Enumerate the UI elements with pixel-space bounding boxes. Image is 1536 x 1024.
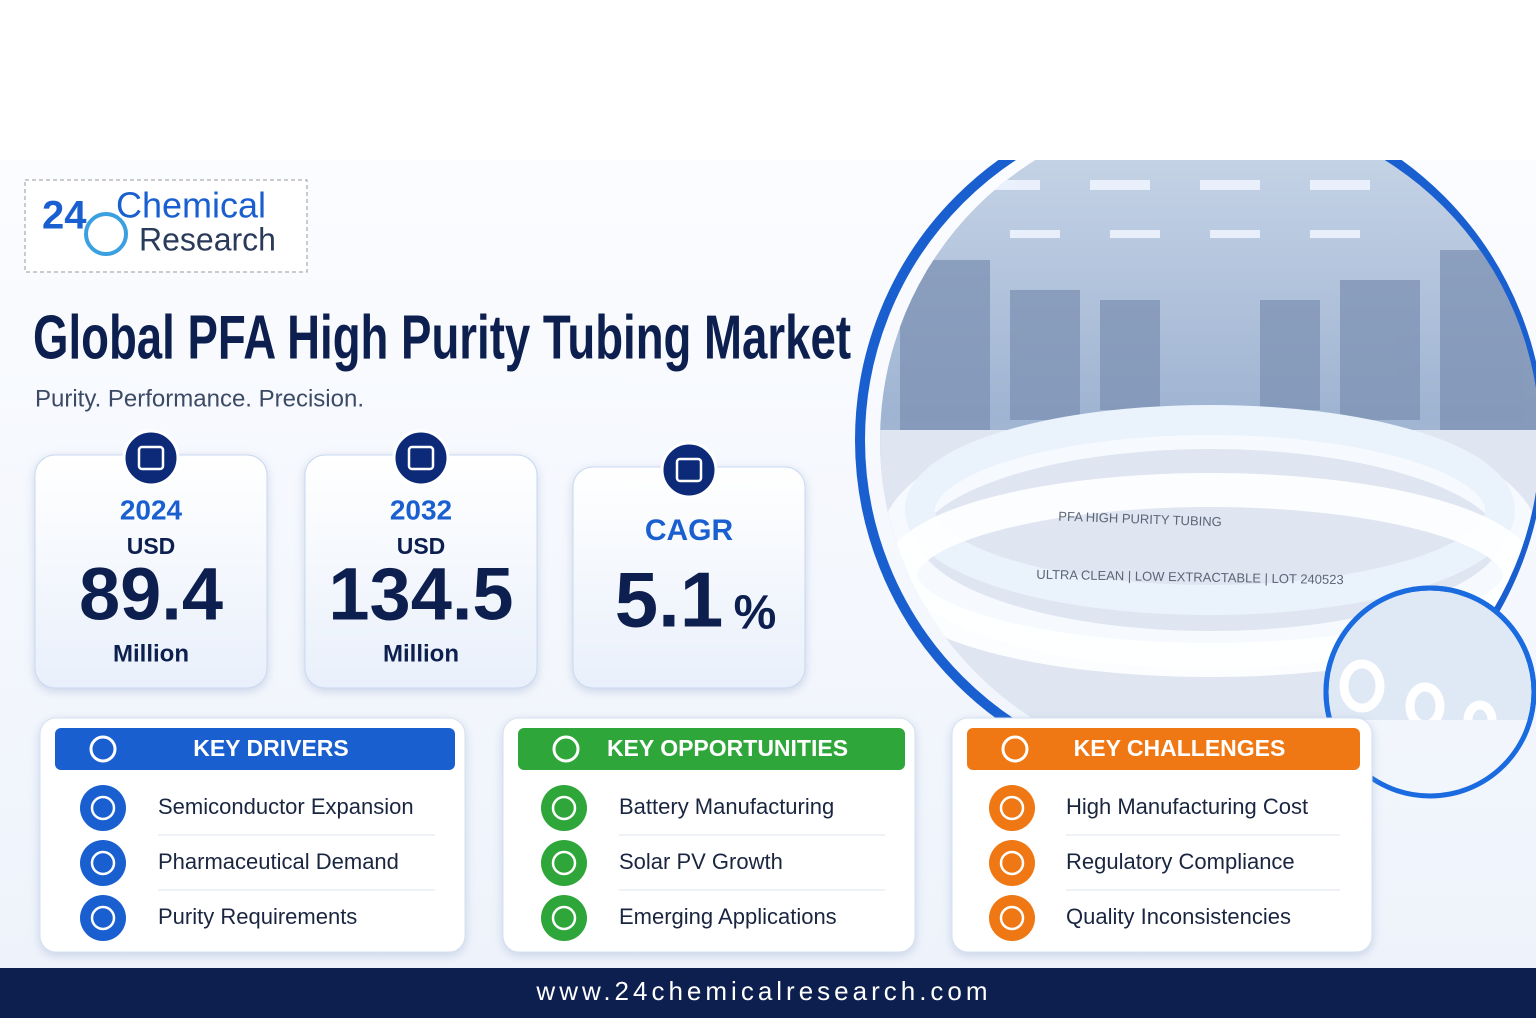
- stat-value: 89.4: [79, 553, 223, 636]
- item-icon-glyph: [551, 850, 577, 876]
- stat-unit: USD: [127, 533, 176, 559]
- stat-scale: Million: [383, 640, 459, 667]
- stat-scale: Million: [113, 640, 189, 667]
- item-icon-glyph: [90, 795, 116, 821]
- stat-unit: USD: [397, 533, 446, 559]
- item-text: Emerging Applications: [619, 904, 837, 929]
- logo-box: [24, 179, 308, 273]
- panel-title: KEY CHALLENGES: [1074, 735, 1286, 761]
- photo: PFA HIGH PURITY TUBING ULTRA CLEAN | LOW…: [855, 160, 1536, 720]
- stat-label: CAGR: [645, 514, 734, 547]
- panel-header-icon: [89, 735, 117, 763]
- item-icon-glyph: [551, 795, 577, 821]
- tube-print: PFA HIGH PURITY TUBING: [1058, 509, 1222, 530]
- stat-value: 5.1: [615, 556, 723, 644]
- generated: 2024USD89.4Million2032USD134.5MillionCAG…: [34, 429, 1373, 953]
- stat-label: 2024: [120, 494, 183, 525]
- footer-bar: [0, 968, 1536, 1018]
- item-icon-glyph: [999, 905, 1025, 931]
- photo-ring: [855, 160, 1536, 720]
- panel-header-icon: [1001, 735, 1029, 763]
- item-icon: [80, 840, 126, 886]
- item-text: High Manufacturing Cost: [1066, 794, 1308, 819]
- item-icon-glyph: [999, 850, 1025, 876]
- item-icon-glyph: [551, 905, 577, 931]
- item-icon: [80, 785, 126, 831]
- tube-print: ULTRA CLEAN | LOW EXTRACTABLE | LOT 2405…: [1036, 567, 1344, 587]
- panel-title: KEY OPPORTUNITIES: [607, 735, 848, 761]
- stat-icon-glyph: [407, 445, 435, 471]
- title: Global PFA High Purity Tubing Market: [33, 303, 851, 372]
- item-icon-glyph: [90, 905, 116, 931]
- panel-title: KEY DRIVERS: [193, 735, 349, 761]
- footer-url[interactable]: www.24chemicalresearch.com: [535, 976, 991, 1006]
- item-icon: [541, 895, 587, 941]
- item-text: Pharmaceutical Demand: [158, 849, 399, 874]
- stat-suffix: %: [734, 587, 777, 640]
- item-icon-glyph: [90, 850, 116, 876]
- logo-text: Research: [139, 221, 276, 257]
- logo-text: Chemical: [116, 185, 266, 226]
- panel-header: [55, 728, 455, 770]
- item-icon-glyph: [999, 795, 1025, 821]
- item-text: Battery Manufacturing: [619, 794, 834, 819]
- item-text: Semiconductor Expansion: [158, 794, 414, 819]
- item-text: Purity Requirements: [158, 904, 357, 929]
- logo-number: 24: [42, 194, 87, 238]
- item-text: Quality Inconsistencies: [1066, 904, 1291, 929]
- stat-icon: [660, 441, 718, 499]
- item-icon: [989, 840, 1035, 886]
- panel-header: [967, 728, 1360, 770]
- panel-header-icon: [552, 735, 580, 763]
- stat-icon: [122, 429, 180, 487]
- item-icon: [989, 785, 1035, 831]
- subtitle: Purity. Performance. Precision.: [35, 385, 364, 412]
- item-text: Solar PV Growth: [619, 849, 783, 874]
- item-icon: [541, 840, 587, 886]
- item-icon: [80, 895, 126, 941]
- stat-value: 134.5: [328, 553, 513, 636]
- stat-icon: [392, 429, 450, 487]
- panel-header: [518, 728, 905, 770]
- item-icon: [989, 895, 1035, 941]
- stat-icon-glyph: [137, 445, 165, 471]
- item-icon: [541, 785, 587, 831]
- item-text: Regulatory Compliance: [1066, 849, 1295, 874]
- stat-label: 2032: [390, 494, 452, 525]
- stat-icon-glyph: [675, 457, 703, 483]
